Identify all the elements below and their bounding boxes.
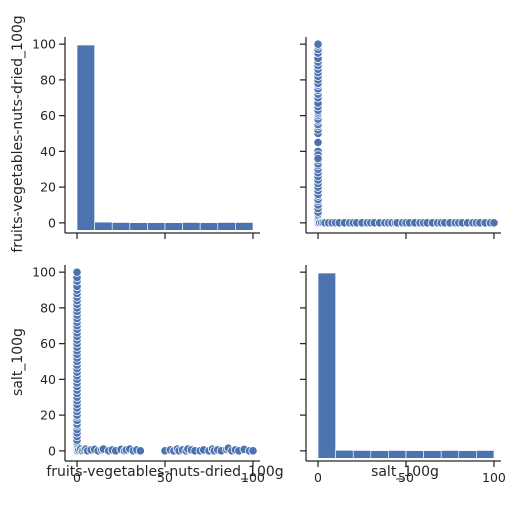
y-tick-label: 20 [40, 180, 56, 195]
panel-bottom-right: 0 50 100 [300, 265, 506, 485]
hist-bar [352, 450, 372, 459]
x-tick-label: 100 [241, 470, 265, 485]
scatter-point [135, 446, 145, 456]
y-tick-label: 40 [40, 372, 56, 387]
hist-bar [388, 450, 407, 459]
x-tick-label: 0 [314, 470, 322, 485]
hist-bar [235, 222, 254, 231]
hist-bar [370, 450, 389, 459]
panel-top-left: 0 20 40 60 80 100 [32, 37, 260, 239]
hist-bar [76, 44, 95, 231]
xlabel-col-0: fruits-vegetables-nuts-dried_100g [46, 464, 283, 480]
hist-bar [129, 222, 148, 231]
y-tick-label: 40 [40, 144, 56, 159]
ylabel-row-1: salt_100g [10, 328, 26, 396]
scatter-point [248, 446, 258, 456]
x-tick-label: 100 [482, 470, 506, 485]
x-tick-label: 50 [398, 470, 414, 485]
hist-bar [458, 450, 477, 459]
panel-top-right [300, 37, 501, 239]
hist-bar [217, 222, 236, 231]
y-tick-label: 60 [40, 108, 56, 123]
y-tick-label: 60 [40, 336, 56, 351]
hist-bar [199, 222, 219, 231]
hist-bar [164, 222, 183, 231]
y-tick-label: 0 [48, 443, 56, 458]
panel-bottom-left: 0 20 40 60 80 100 0 50 100 [32, 265, 265, 485]
hist-bar [147, 222, 166, 231]
y-tick-label: 100 [32, 37, 56, 52]
hist-bar [405, 450, 424, 459]
y-tick-label: 0 [48, 215, 56, 230]
scatter-point [313, 153, 323, 164]
scatter-point [489, 218, 499, 228]
scatter-point [72, 267, 82, 277]
hist-bar [182, 222, 201, 231]
x-tick-label: 50 [157, 470, 173, 485]
ylabel-row-0: fruits-vegetables-nuts-dried_100g [10, 15, 26, 252]
y-tick-label: 80 [40, 300, 56, 315]
xlabel-col-1: salt_100g [371, 464, 439, 480]
hist-bar [317, 272, 336, 459]
hist-bar [94, 221, 113, 231]
y-tick-label: 80 [40, 72, 56, 87]
scatter-point [313, 137, 323, 148]
scatter-point [313, 39, 323, 49]
hist-bar [476, 450, 495, 459]
hist-bar [440, 450, 460, 459]
hist-bar [423, 450, 442, 459]
hist-bar [111, 222, 131, 231]
y-tick-label: 100 [32, 265, 56, 280]
y-tick-label: 20 [40, 408, 56, 423]
hist-bar [335, 450, 354, 459]
x-tick-label: 0 [73, 470, 81, 485]
